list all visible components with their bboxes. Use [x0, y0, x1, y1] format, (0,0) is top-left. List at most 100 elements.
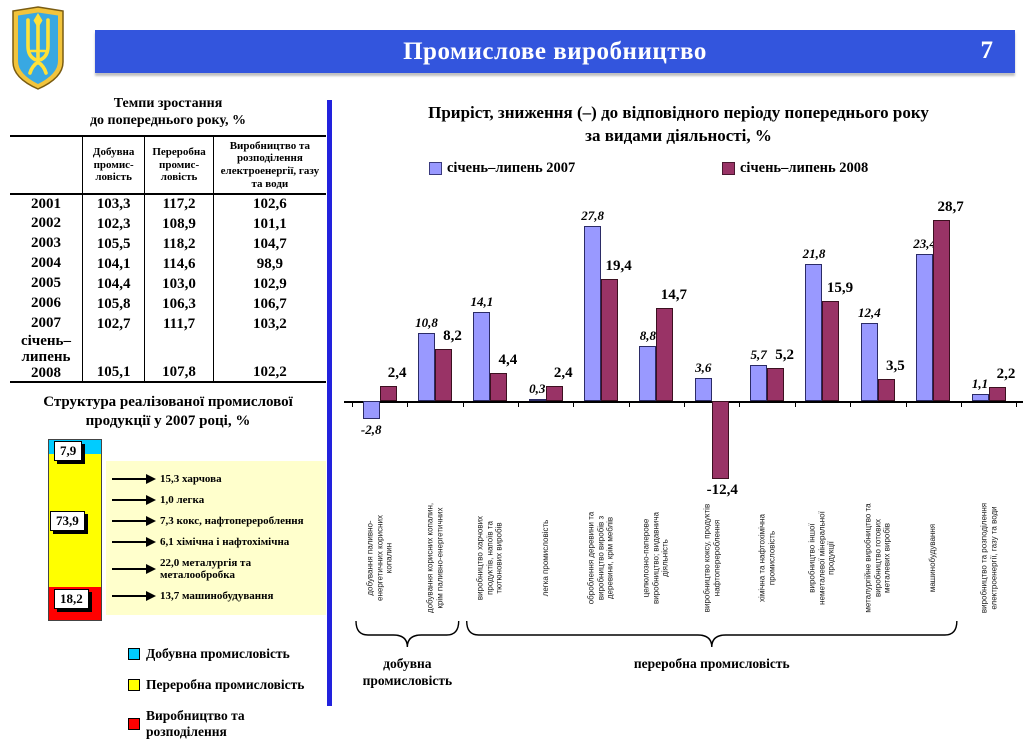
axis-tick — [739, 401, 741, 407]
legend-swatch — [128, 678, 140, 691]
chart-title: Приріст, зниження (–) до відповідного пе… — [428, 103, 929, 145]
category-label-cat10: машинобудування — [906, 498, 961, 618]
category-label-text: машинобудування — [928, 523, 938, 593]
bar-value-label: -12,4 — [706, 482, 738, 499]
bar-series2008-cat3 — [545, 385, 563, 401]
arrow-right-icon — [112, 474, 156, 485]
legend-label-2008: січень–липень 2008 — [740, 160, 869, 176]
axis-tick — [850, 401, 852, 407]
brace-0 — [355, 620, 460, 648]
bar-series2008-cat4 — [601, 278, 619, 401]
table-row: січень–липень 2008 105,1 107,8 102,2 — [10, 333, 326, 384]
value-cell: 104,4 — [81, 274, 145, 295]
axis-tick — [352, 401, 353, 407]
brace-1 — [466, 620, 958, 648]
header-bar: Промислове виробництво 7 — [95, 30, 1015, 73]
value-cell: 108,9 — [144, 214, 214, 235]
bar-value-label: 1,1 — [971, 376, 989, 392]
chart-legend-item-2007: січень–липень 2007 — [429, 160, 575, 177]
category-label-cat5: целюлозно-паперове виробництво; видавнич… — [629, 498, 684, 618]
growth-table-body: 2001 103,3 117,2 102,6 2002 102,3 108,9 101,1 20… — [10, 194, 326, 384]
branch-label: 1,0 легка — [160, 494, 205, 507]
bar-value-label: 2,4 — [553, 364, 573, 381]
arrow-right-icon — [112, 537, 156, 548]
bar-value-label: 5,2 — [775, 347, 794, 364]
category-label-cat2: виробництво харчових продуктів, напоїв т… — [463, 498, 518, 618]
legend-swatch — [128, 647, 140, 660]
bar-series2008-cat5 — [656, 308, 674, 401]
axis-tick — [462, 401, 464, 407]
legend-label: Добувна промисловість — [146, 645, 290, 661]
value-cell: 117,2 — [144, 194, 214, 215]
bar-value-label: 4,4 — [498, 352, 518, 369]
bar-series2008-cat11 — [988, 387, 1006, 401]
axis-tick — [1016, 401, 1018, 407]
bar-series2007-cat8 — [805, 263, 823, 401]
bar-value-label: 5,7 — [750, 347, 767, 363]
arrow-right-icon — [112, 495, 156, 506]
bar-series2007-cat9 — [860, 322, 878, 401]
bar-series2007-cat5 — [639, 345, 657, 401]
growth-table-title: Темпи зростання до попереднього року, % — [89, 96, 247, 128]
year-cell: 2004 — [30, 255, 61, 272]
page-title: Промислове виробництво — [403, 37, 707, 65]
value-cell: 105,5 — [81, 234, 145, 255]
axis-tick — [573, 401, 575, 407]
left-panel: Темпи зростання до попереднього року, % … — [10, 96, 326, 740]
value-cell: 103,0 — [144, 274, 214, 295]
structure-branch-row: 6,1 хімічна і нафтохімічна — [112, 536, 320, 548]
structure-value-chip-2: 18,2 — [54, 588, 89, 609]
structure-legend-item-1: Переробна промисловість — [128, 677, 326, 693]
arrow-right-icon — [112, 564, 156, 575]
table-row: 2003 105,5 118,2 104,7 — [10, 234, 326, 255]
table-row: 2006 105,8 106,3 106,7 — [10, 294, 326, 315]
category-label-text: добування паливно-енергетичних корисних … — [365, 515, 394, 601]
bar-value-label: 8,8 — [639, 327, 657, 343]
bar-value-label: 12,4 — [857, 304, 881, 320]
bar-series2008-cat8 — [822, 300, 840, 401]
table-row: 2007 102,7 111,7 103,2 — [10, 314, 326, 335]
category-label-text: легка промисловість — [540, 519, 550, 597]
structure-branch-row: 13,7 машинобудування — [112, 590, 320, 602]
category-label-cat7: хімічна та нафтохімічна промисловість — [739, 498, 794, 618]
year-cell: 2007 — [30, 315, 61, 332]
bar-value-label: 10,8 — [415, 314, 438, 330]
bar-value-label: 23,4 — [913, 235, 937, 251]
category-label-text: виробництво іншої неметалевої мінерально… — [808, 511, 837, 605]
value-cell: 111,7 — [144, 314, 214, 335]
legend-label: Виробництво та розподілення — [146, 707, 245, 739]
axis-tick — [407, 401, 409, 407]
structure-title: Структура реалізованої промислової проду… — [43, 394, 293, 430]
chart-panel: Приріст, зниження (–) до відповідного пе… — [334, 96, 1023, 708]
table-row: 2001 103,3 117,2 102,6 — [10, 194, 326, 215]
bar-series2008-cat7 — [767, 368, 785, 401]
table-row: 2002 102,3 108,9 101,1 — [10, 214, 326, 235]
value-cell: 102,3 — [81, 214, 145, 235]
branch-label: 15,3 харчова — [160, 473, 222, 486]
group-label-0: добувна промисловість — [362, 656, 453, 688]
category-label-text: металургійне виробництво та виробництво … — [863, 503, 892, 613]
year-cell: 2003 — [30, 235, 61, 252]
bar-value-label: -2,8 — [360, 421, 382, 437]
bar-series2007-cat3 — [528, 399, 546, 402]
value-cell: 107,8 — [144, 334, 214, 384]
year-cell: 2005 — [30, 275, 61, 292]
value-cell: 98,9 — [212, 254, 326, 275]
structure-branch-row: 22,0 металургія та металообробка — [112, 557, 320, 581]
year-cell: січень–липень 2008 — [10, 333, 83, 384]
legend-swatch-2007 — [429, 162, 442, 175]
axis-tick — [628, 401, 630, 407]
value-cell: 103,2 — [212, 314, 326, 335]
panel-divider — [327, 100, 332, 706]
structure-legend: Добувна промисловість Переробна промислов… — [10, 646, 326, 740]
axis-tick — [905, 401, 907, 407]
structure-value-chip-1: 73,9 — [50, 510, 85, 531]
growth-table-column-header-1: Переробна промис- ловість — [144, 134, 214, 196]
category-label-text: целюлозно-паперове виробництво; видавнич… — [642, 512, 671, 604]
legend-swatch-2008 — [722, 162, 735, 175]
category-label-text: виробництво харчових продуктів, напоїв т… — [475, 515, 505, 601]
value-cell: 104,7 — [212, 234, 326, 255]
value-cell: 102,7 — [81, 314, 145, 335]
bar-value-label: 14,7 — [660, 287, 688, 304]
category-label-cat1: добування корисних копалин, крім паливно… — [407, 498, 462, 618]
